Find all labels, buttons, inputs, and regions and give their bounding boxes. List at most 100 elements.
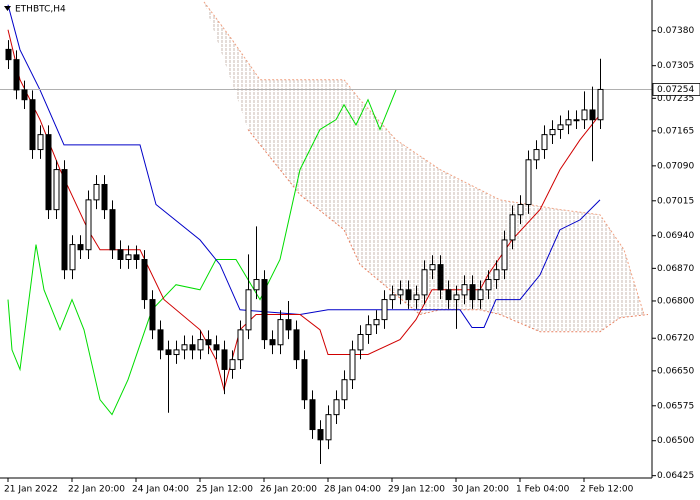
x-tick-label: 21 Jan 2022 xyxy=(4,485,58,495)
candle-body xyxy=(325,414,332,441)
candle-body xyxy=(133,254,140,260)
candle-body xyxy=(389,294,396,301)
x-tick-label: 29 Jan 12:00 xyxy=(388,485,445,495)
cloud-line xyxy=(203,1,645,315)
candle-body xyxy=(493,269,500,281)
chart-title: ETHBTC,H4 xyxy=(15,5,66,15)
x-tick-label: 28 Jan 04:00 xyxy=(324,485,381,495)
indicator-line xyxy=(7,4,601,328)
y-tick-label: 0.06575 xyxy=(657,401,694,411)
candle-body xyxy=(189,344,196,351)
candle-body xyxy=(597,88,604,121)
plot-area xyxy=(0,1,652,465)
candle-body xyxy=(469,284,476,301)
y-tick-label: 0.06500 xyxy=(657,436,694,446)
candle-body xyxy=(237,329,244,361)
candle-body xyxy=(349,349,356,381)
candle-body xyxy=(269,339,276,346)
candle-body xyxy=(117,249,124,260)
candle-body xyxy=(165,349,172,356)
candle-body xyxy=(341,379,348,401)
candle-body xyxy=(253,279,260,291)
candle-body xyxy=(5,48,12,61)
cloud-fill xyxy=(204,1,648,332)
candle-body xyxy=(29,99,36,151)
current-price-label: 0.07254 xyxy=(657,85,694,95)
candle-body xyxy=(37,134,44,151)
candle-body xyxy=(85,199,92,251)
y-tick-label: 0.06720 xyxy=(657,334,694,344)
candle-body xyxy=(45,134,52,211)
y-tick-label: 0.07090 xyxy=(657,161,694,171)
candle-body xyxy=(181,344,188,351)
candle-body xyxy=(213,344,220,351)
candle-body xyxy=(461,284,468,296)
candle-body xyxy=(149,299,156,331)
candle-body xyxy=(413,294,420,301)
candle-body xyxy=(285,319,292,331)
x-tick-label: 2 Feb 12:00 xyxy=(580,485,634,495)
candle-body xyxy=(381,299,388,321)
candle-body xyxy=(317,429,324,441)
candle-body xyxy=(573,119,580,122)
candle-body xyxy=(373,319,380,326)
x-tick-label: 30 Jan 20:00 xyxy=(452,485,509,495)
candle-body xyxy=(173,349,180,356)
y-tick-label: 0.06425 xyxy=(657,471,694,481)
x-tick-label: 24 Jan 04:00 xyxy=(132,485,189,495)
candle-body xyxy=(101,183,108,211)
candle-body xyxy=(365,324,372,336)
candle-body xyxy=(485,279,492,291)
candle-body xyxy=(261,279,268,341)
candle-body xyxy=(301,359,308,401)
y-tick-label: 0.06870 xyxy=(657,264,694,274)
candle-body xyxy=(157,329,164,351)
title-icon xyxy=(4,6,11,11)
candle-body xyxy=(21,89,28,101)
candle-body xyxy=(437,264,444,291)
indicator-line xyxy=(7,89,397,416)
candle-body xyxy=(501,239,508,271)
candle-body xyxy=(293,329,300,361)
candle-body xyxy=(109,209,116,251)
x-tick-label: 22 Jan 20:00 xyxy=(68,485,125,495)
y-tick-label: 0.07165 xyxy=(657,126,694,136)
candle-body xyxy=(229,359,236,370)
y-tick-label: 0.07235 xyxy=(657,94,694,104)
candle-body xyxy=(53,169,60,211)
candle-body xyxy=(445,289,452,301)
candle-body xyxy=(309,399,316,431)
candle-body xyxy=(205,339,212,346)
candle-body xyxy=(565,119,572,126)
candle-body xyxy=(277,319,284,346)
candle-body xyxy=(429,264,436,271)
candle-body xyxy=(405,289,412,301)
candle-body xyxy=(589,109,596,121)
candle-body xyxy=(357,334,364,351)
y-tick-label: 0.07380 xyxy=(657,26,694,36)
x-tick-label: 26 Jan 20:00 xyxy=(260,485,317,495)
candle-body xyxy=(557,124,564,131)
x-tick-label: 1 Feb 04:00 xyxy=(516,485,570,495)
candle-body xyxy=(197,339,204,351)
candle-body xyxy=(333,399,340,416)
y-tick-label: 0.07015 xyxy=(657,196,694,206)
candle-body xyxy=(221,349,228,370)
candle-body xyxy=(69,244,76,271)
candle-body xyxy=(581,109,588,121)
candle-body xyxy=(517,204,524,216)
candle-body xyxy=(509,214,516,241)
candle-body xyxy=(93,183,100,201)
candle-body xyxy=(141,258,148,301)
candle-body xyxy=(525,159,532,206)
candle-body xyxy=(533,149,540,161)
y-tick-label: 0.06940 xyxy=(657,231,694,241)
candle-body xyxy=(541,134,548,151)
candle-body xyxy=(61,169,68,271)
candle-body xyxy=(549,129,556,136)
y-tick-label: 0.06650 xyxy=(657,366,694,376)
candle-body xyxy=(421,269,428,296)
candle-body xyxy=(13,59,20,91)
candle-body xyxy=(77,244,84,251)
